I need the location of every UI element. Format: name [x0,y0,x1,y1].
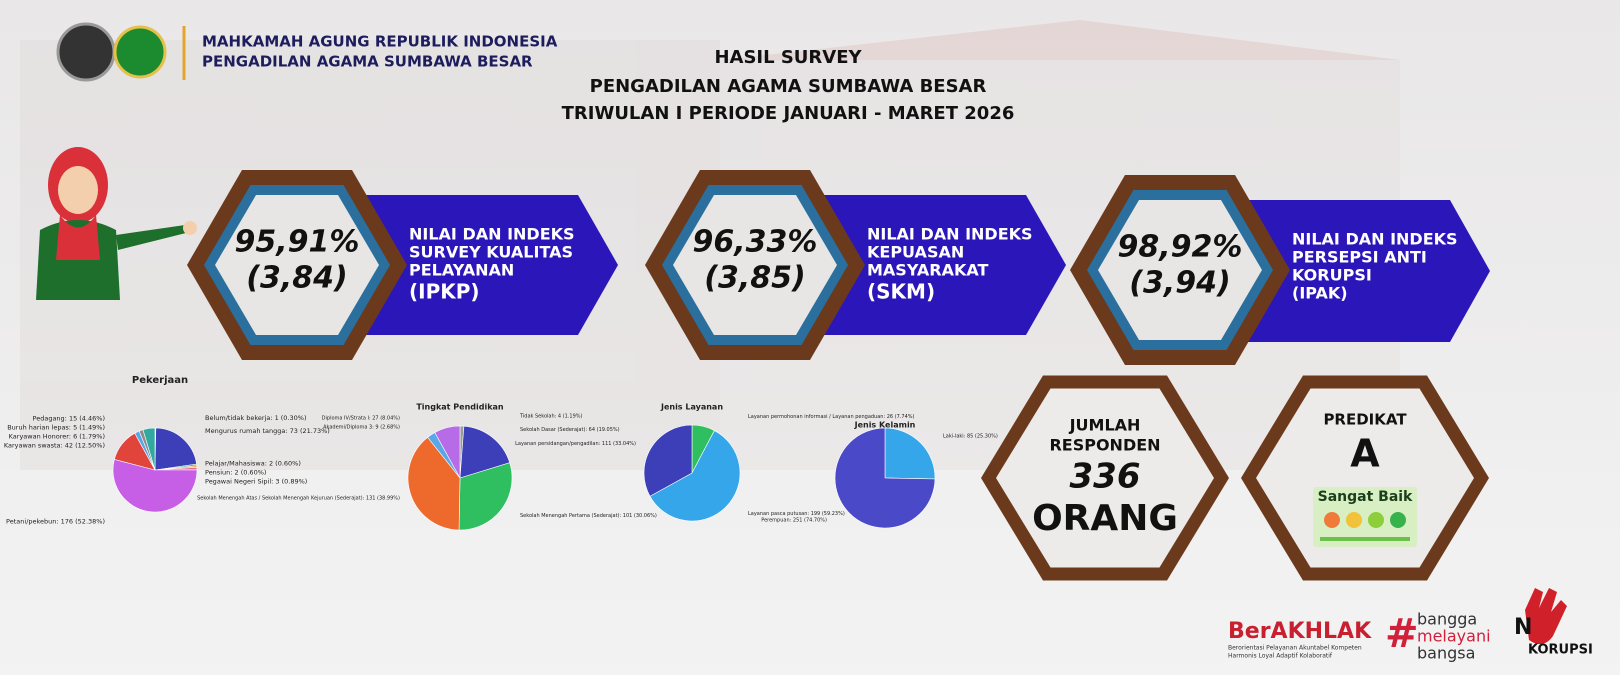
index-label: KORUPSI [1292,266,1372,285]
slice-label: Karyawan Honorer: 6 (1.79%) [9,433,105,441]
slice-label: Petani/pekebun: 176 (52.38%) [6,518,105,526]
index-label: SURVEY KUALITAS [409,243,573,262]
index-score: (3,84) [246,261,347,296]
pie-slice [834,427,936,529]
index-code: (IPAK) [1292,284,1348,303]
slice-label: Karyawan swasta: 42 (12.50%) [4,442,105,450]
slice-label: Mengurus rumah tangga: 73 (21.73%) [205,427,330,435]
org-name: PENGADILAN AGAMA SUMBAWA BESAR [202,53,533,71]
predicate-text: Sangat Baik [1318,489,1413,505]
chart-title: Jenis Kelamin [854,421,916,430]
slice-label: Belum/tidak bekerja: 1 (0.30%) [205,414,307,422]
bangga-logo: bangga [1417,610,1477,629]
rating-face [1390,512,1406,528]
index-score: (3,94) [1129,266,1230,301]
slice-label: Layanan permohonan informasi / Layanan p… [748,414,915,420]
index-value: 96,33% [693,225,818,260]
hexagon-inner [996,388,1214,568]
pie-slice [643,424,693,497]
berakhlak-tagline: Harmonis Loyal Adaptif Kolaboratif [1228,653,1333,660]
rating-scale [1320,537,1410,541]
index-label: NILAI DAN INDEKS [867,225,1033,244]
index-code: (IPKP) [409,280,480,304]
logo-ma [56,22,116,82]
slice-label: Perempuan: 251 (74.70%) [761,518,827,524]
hexagon-inner [215,195,379,335]
chart-title: Jenis Layanan [660,403,723,412]
hexagon-inner [1098,200,1262,340]
respondent-count: 336 [1070,457,1141,497]
korupsi-logo: KORUPSI [1528,643,1593,658]
berakhlak-logo: BerAKHLAK [1228,619,1372,644]
slice-label: Pensiun: 2 (0.60%) [205,469,266,477]
hashtag: # [1385,611,1419,657]
red-hand [1525,588,1567,645]
index-value: 95,91% [235,225,360,260]
title: TRIWULAN I PERIODE JANUARI - MARET 2026 [562,103,1015,124]
slice-label: Pelajar/Mahasiswa: 2 (0.60%) [205,460,301,468]
rating-face [1324,512,1340,528]
respondent-unit: ORANG [1032,498,1178,539]
pie-slice [142,427,156,471]
title: PENGADILAN AGAMA SUMBAWA BESAR [590,76,987,97]
slice-label: Layanan persidangan/pengadilan: 111 (33.… [515,441,636,447]
no-logo: N [1514,615,1532,640]
slice-label: Layanan pasca putusan: 199 (59.23%) [748,511,845,517]
slice-label: Buruh harian lepas: 5 (1.49%) [7,424,105,432]
hexagon-inner [1256,388,1474,568]
hexagon-inner [673,195,837,335]
respondent-label: RESPONDEN [1049,436,1160,455]
index-label: MASYARAKAT [867,261,989,280]
pie-slice [407,436,461,531]
bangga-logo: melayani [1417,627,1491,646]
pie-slice [434,425,461,479]
rating-face [1346,512,1362,528]
berakhlak-tagline: Berorientasi Pelayanan Akuntabel Kompete… [1228,645,1362,652]
arrow-band [340,195,618,335]
slice-label: Sekolah Menengah Atas / Sekolah Menengah… [197,495,400,501]
slice-label: Sekolah Menengah Pertama (Sederajat): 10… [520,513,657,519]
index-label: NILAI DAN INDEKS [409,225,575,244]
slice-label: Laki-laki: 85 (25.30%) [943,433,998,439]
logo-pa [113,25,167,79]
org-name: MAHKAMAH AGUNG REPUBLIK INDONESIA [202,33,558,51]
arrow-band [800,195,1066,335]
slice-label: Akademi/Diploma 3: 9 (2.68%) [323,424,400,430]
slice-label: Diploma IV/Strata I: 27 (8.04%) [322,415,400,421]
pie-slice [154,427,197,471]
index-label: KEPUASAN [867,243,964,262]
pie-slice [649,430,741,522]
index-value: 98,92% [1118,230,1243,265]
index-label: PELAYANAN [409,261,514,280]
pie-slice [884,427,936,480]
pie-slice [458,462,513,531]
rating-face [1368,512,1384,528]
arrow-band [1225,200,1490,342]
slice-label: Sekolah Dasar (Sederajat): 64 (19.05%) [520,427,620,433]
index-label: NILAI DAN INDEKS [1292,230,1458,249]
slice-label: Tidak Sekolah: 4 (1.19%) [519,414,583,420]
slice-label: Pegawai Negeri Sipil: 3 (0.89%) [205,478,307,486]
chart-title: Pekerjaan [132,375,188,386]
chart-title: Tingkat Pendidikan [416,403,504,412]
index-code: (SKM) [867,280,935,304]
title: HASIL SURVEY [714,47,862,68]
predicate-grade: A [1350,432,1380,476]
bangga-logo: bangsa [1417,644,1475,663]
slice-label: Pedagang: 15 (4.46%) [33,415,105,423]
predicate-label: PREDIKAT [1323,411,1407,429]
respondent-label: JUMLAH [1069,416,1141,435]
pie-slice [459,425,511,479]
index-label: PERSEPSI ANTI [1292,248,1427,267]
mascot [36,147,197,300]
index-score: (3,85) [704,261,805,296]
rating-box [1313,487,1417,547]
pie-slice [112,458,198,513]
